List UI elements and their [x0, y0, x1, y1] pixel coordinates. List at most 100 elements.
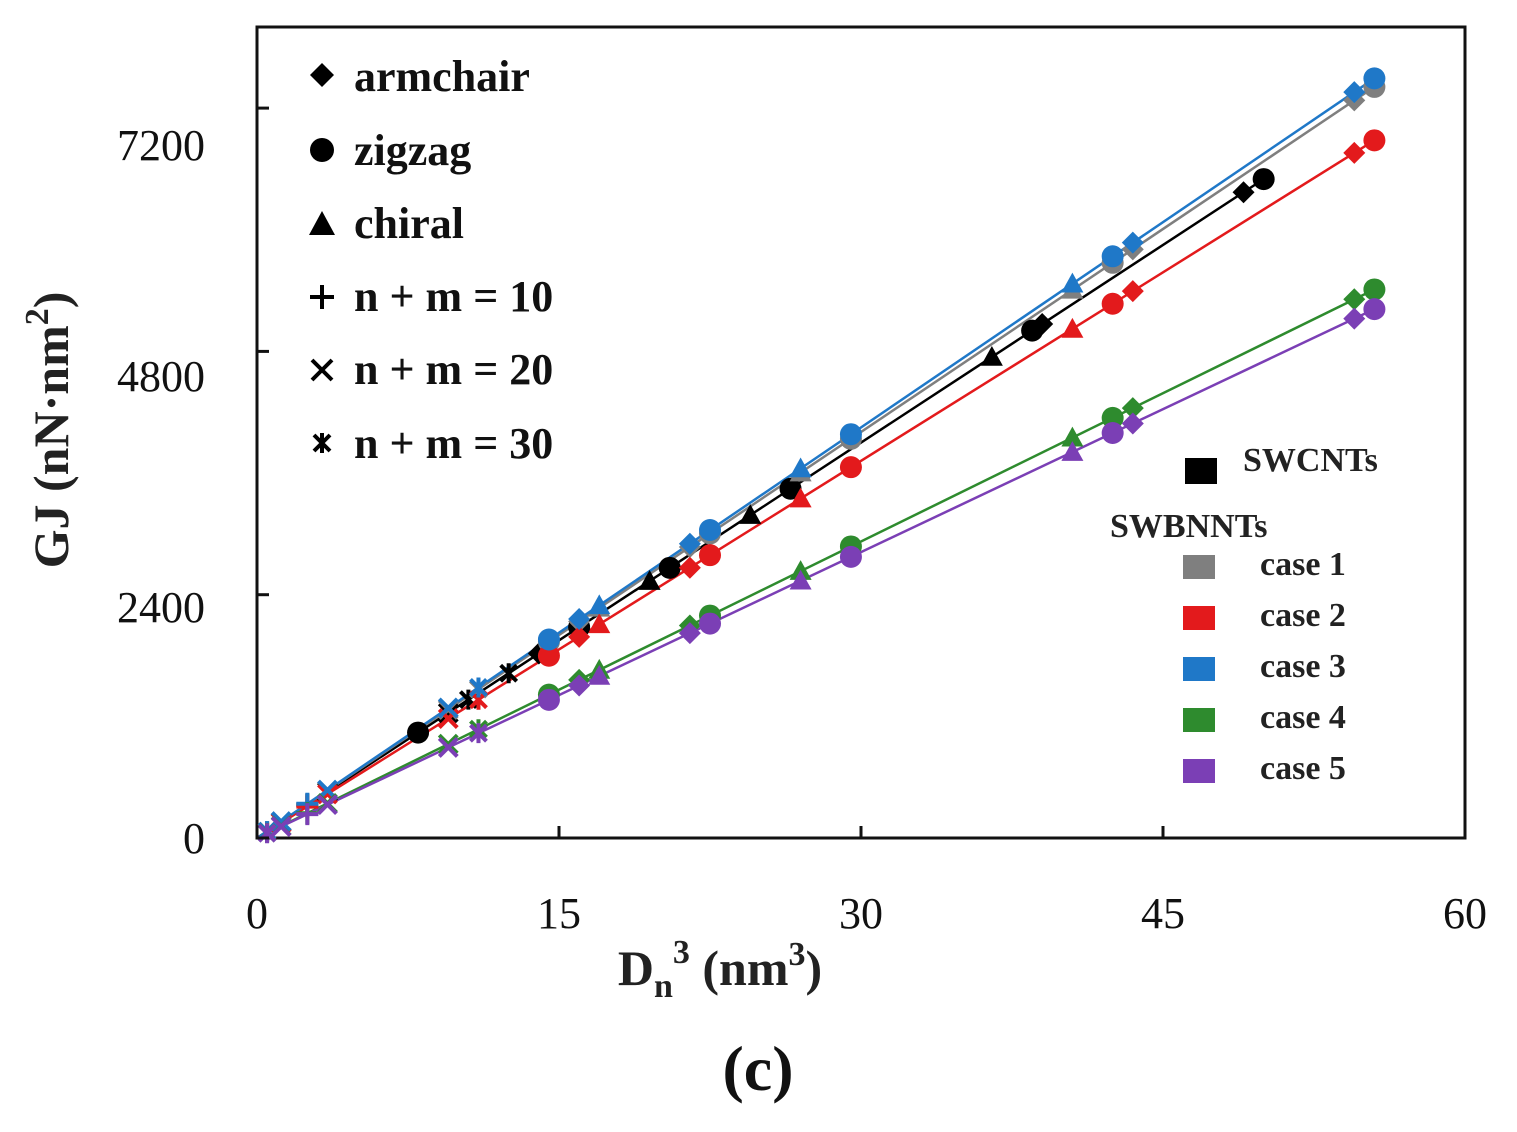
axis-ticks	[255, 106, 1467, 840]
legend-label-case-3: case 3	[1260, 648, 1346, 685]
data-point-diamond	[1343, 288, 1366, 311]
legend-swatch-case-3	[1183, 657, 1215, 681]
x-axis-label: Dn3 (nm3)	[618, 934, 822, 1005]
data-point-circle	[699, 612, 721, 635]
data-point-triangle	[588, 665, 611, 685]
data-point-circle	[779, 477, 802, 500]
legend-label-n-m-10: n + m = 10	[354, 272, 553, 321]
data-point-diamond	[568, 625, 591, 648]
star-icon	[312, 433, 332, 453]
x-tick-label: 60	[1443, 889, 1487, 938]
y-axis-label: GJ (nN·nm2)	[19, 292, 79, 569]
data-point-cross	[437, 737, 459, 758]
y-tick-label: 0	[183, 814, 205, 863]
data-point-circle	[1101, 422, 1124, 445]
x-tick-label: 15	[537, 889, 581, 938]
data-point-star	[469, 677, 488, 698]
data-point-diamond	[678, 556, 701, 579]
data-point-circle	[1101, 292, 1124, 315]
data-point-cross	[437, 733, 459, 755]
data-point-diamond	[678, 622, 701, 645]
data-point-circle	[1101, 245, 1124, 268]
legend-swatch-case-5	[1183, 759, 1215, 783]
legend-label-swbnnts: SWBNNTs	[1110, 508, 1267, 545]
plus-icon	[310, 285, 334, 309]
data-point-cross	[317, 794, 338, 816]
triangle-icon	[309, 211, 335, 235]
legend-label-case-5: case 5	[1260, 750, 1346, 787]
legend-label-n-m-20: n + m = 20	[354, 345, 553, 394]
data-point-triangle	[739, 504, 762, 524]
legend-swatch-case-2	[1183, 606, 1215, 630]
data-point-triangle	[980, 345, 1003, 366]
legend-label-case-2: case 2	[1260, 597, 1346, 634]
data-point-circle	[1363, 278, 1386, 301]
legend-label-case-4: case 4	[1260, 699, 1346, 736]
data-point-diamond	[1343, 307, 1366, 330]
legend-swatch-case-4	[1183, 708, 1215, 732]
circle-icon	[310, 138, 334, 162]
data-point-triangle	[1061, 426, 1084, 447]
data-point-circle	[537, 628, 560, 651]
legend-swatch-swcnts	[1185, 458, 1217, 484]
data-point-cross	[437, 702, 459, 724]
legend-label-case-1: case 1	[1260, 546, 1346, 583]
data-point-diamond	[678, 532, 701, 555]
data-point-triangle	[789, 457, 812, 478]
data-point-diamond	[1121, 280, 1144, 303]
data-point-triangle	[588, 594, 611, 615]
x-tick-labels: 0 15 30 45 60	[246, 889, 1487, 938]
data-point-triangle	[1061, 441, 1084, 461]
color-legend: SWCNTs SWBNNTs case 1 case 2 case 3 case…	[1110, 442, 1378, 787]
y-tick-label: 4800	[117, 352, 205, 401]
marker-legend: armchair zigzag chiral n + m = 10 n + m …	[309, 52, 553, 468]
data-point-circle	[1363, 129, 1386, 152]
data-point-diamond	[1232, 181, 1255, 204]
data-point-diamond	[568, 608, 591, 631]
data-point-diamond	[1343, 141, 1366, 164]
panel-label: (c)	[722, 1033, 793, 1104]
cross-icon	[310, 358, 334, 382]
data-point-circle	[1363, 298, 1386, 321]
legend-label-n-m-30: n + m = 30	[354, 419, 553, 468]
legend-label-swcnts: SWCNTs	[1243, 442, 1378, 479]
data-point-diamond	[1121, 397, 1144, 420]
legend-label-zigzag: zigzag	[354, 126, 471, 175]
data-point-circle	[1363, 67, 1386, 90]
data-point-circle	[839, 456, 862, 479]
diamond-icon	[310, 63, 334, 87]
data-point-diamond	[1121, 231, 1144, 254]
x-tick-label: 30	[839, 889, 883, 938]
data-point-circle	[1252, 168, 1275, 191]
data-point-triangle	[789, 487, 812, 508]
data-point-circle	[537, 688, 560, 711]
data-point-triangle	[588, 613, 611, 634]
data-point-circle	[839, 423, 862, 446]
data-point-circle	[407, 721, 430, 744]
data-point-triangle	[1061, 272, 1084, 293]
data-point-plus	[296, 803, 319, 826]
x-tick-label: 45	[1141, 889, 1185, 938]
y-tick-labels: 0 2400 4800 7200	[117, 121, 205, 863]
data-point-star	[499, 663, 519, 684]
data-point-triangle	[638, 570, 661, 590]
x-tick-label: 0	[246, 889, 268, 938]
data-point-cross	[437, 697, 459, 719]
data-point-diamond	[1343, 81, 1366, 104]
y-tick-label: 7200	[117, 121, 205, 170]
legend-label-armchair: armchair	[354, 52, 530, 101]
data-point-circle	[699, 544, 721, 567]
data-point-circle	[699, 519, 721, 542]
data-point-cross	[270, 816, 292, 837]
y-tick-label: 2400	[117, 583, 205, 632]
data-point-diamond	[1121, 412, 1144, 435]
data-point-triangle	[789, 569, 812, 590]
data-point-diamond	[568, 674, 591, 697]
data-point-circle	[1101, 406, 1124, 429]
data-markers	[257, 67, 1386, 844]
legend-label-chiral: chiral	[354, 199, 464, 248]
data-point-circle	[839, 545, 862, 568]
data-point-circle	[537, 644, 560, 667]
data-point-triangle	[1061, 317, 1084, 338]
